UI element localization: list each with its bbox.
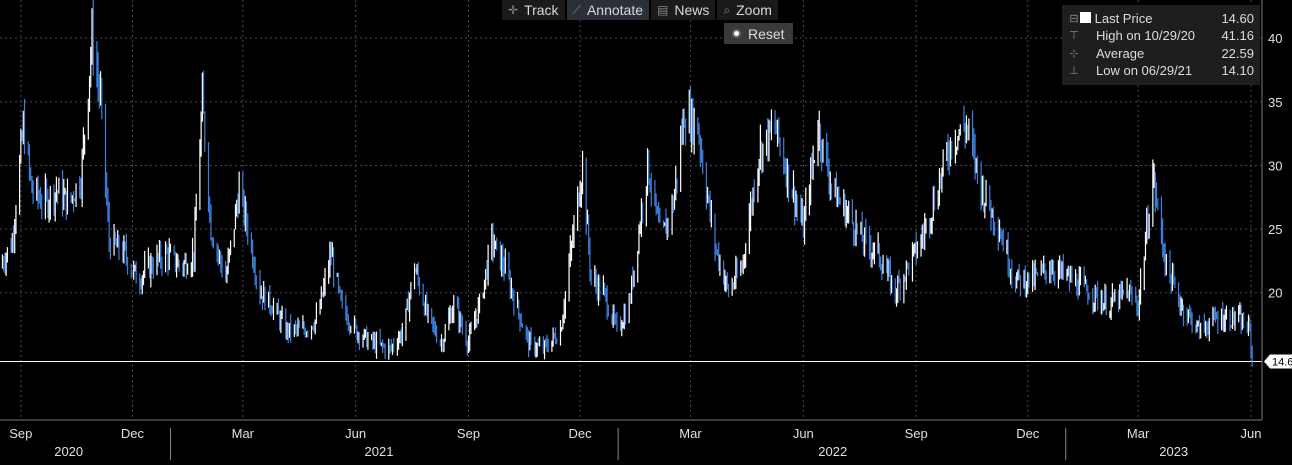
x-tick-label: Jun [345, 426, 366, 441]
track-button[interactable]: ✛ Track [502, 0, 565, 20]
high-label: High on 10/29/20 [1096, 28, 1196, 43]
high-marker-icon: ⊤ [1069, 30, 1079, 42]
y-axis: 20 25 30 35 40 14.6 [1261, 0, 1292, 420]
year-label: 2021 [365, 444, 394, 459]
x-tick-label: Mar [679, 426, 702, 441]
x-tick-label: Dec [121, 426, 145, 441]
x-axis: Sep Dec Mar Jun Sep Dec Mar Jun Sep Dec Mar Jun 2020… [0, 419, 1262, 460]
zoom-button[interactable]: ⌕ Zoom [717, 0, 778, 20]
annotate-label: Annotate [586, 2, 644, 18]
low-marker-icon: ⊥ [1069, 65, 1079, 77]
pencil-icon: ⟋ [572, 2, 581, 17]
legend-low[interactable]: ⊥ Low on 06/29/21 14.10 [1062, 63, 1260, 80]
zoom-label: Zoom [736, 2, 772, 18]
legend-average[interactable]: ⊹ Average 22.59 [1062, 46, 1260, 63]
year-label: 2023 [1159, 444, 1188, 459]
year-label: 2022 [818, 444, 847, 459]
color-swatch [1080, 12, 1091, 23]
y-tick-label: 20 [1268, 286, 1282, 301]
x-tick-label: Dec [569, 426, 593, 441]
x-tick-label: Jun [793, 426, 814, 441]
x-tick-label: Dec [1016, 426, 1040, 441]
x-tick-label: Mar [1127, 426, 1150, 441]
x-tick-label: Sep [905, 426, 928, 441]
x-tick-label: Sep [9, 426, 32, 441]
low-label: Low on 06/29/21 [1096, 63, 1193, 78]
legend-last-price[interactable]: ⊟ Last Price 14.60 [1062, 11, 1260, 28]
track-label: Track [524, 2, 559, 18]
y-tick-label: 25 [1268, 222, 1282, 237]
average-marker-icon: ⊹ [1069, 48, 1079, 60]
y-tick-label: 35 [1268, 95, 1282, 110]
last-price-label: Last Price [1094, 11, 1153, 26]
reset-label: Reset [748, 25, 785, 42]
y-tick-label: 40 [1268, 31, 1282, 46]
reset-button[interactable]: Reset [724, 23, 793, 44]
high-value: 41.16 [1221, 28, 1254, 43]
year-label: 2020 [54, 444, 83, 459]
news-button[interactable]: ▤ News [651, 0, 716, 20]
legend-panel: ⊟ Last Price 14.60 ⊤ High on 10/29/20 41… [1062, 5, 1260, 85]
last-price-value: 14.60 [1221, 11, 1254, 26]
last-price-tag [1264, 354, 1292, 369]
chart-toolbar: ✛ Track ⟋ Annotate ▤ News ⌕ Zoom [502, 0, 778, 20]
price-series [1, 0, 1253, 367]
y-tick-label: 30 [1268, 158, 1282, 173]
news-icon: ▤ [657, 3, 669, 17]
legend-high[interactable]: ⊤ High on 10/29/20 41.16 [1062, 28, 1260, 45]
x-tick-label: Jun [1240, 426, 1261, 441]
x-tick-label: Mar [232, 426, 255, 441]
magnifier-icon: ⌕ [723, 2, 731, 17]
square-icon: ⊟ [1069, 13, 1079, 25]
annotate-button[interactable]: ⟋ Annotate [566, 0, 650, 20]
news-label: News [674, 2, 710, 18]
last-price-tag-label: 14.6 [1272, 356, 1292, 368]
radio-icon [732, 29, 741, 38]
average-value: 22.59 [1221, 46, 1254, 61]
low-value: 14.10 [1221, 63, 1254, 78]
average-label: Average [1096, 46, 1145, 61]
x-tick-label: Sep [457, 426, 480, 441]
crosshair-icon: ✛ [508, 3, 519, 17]
